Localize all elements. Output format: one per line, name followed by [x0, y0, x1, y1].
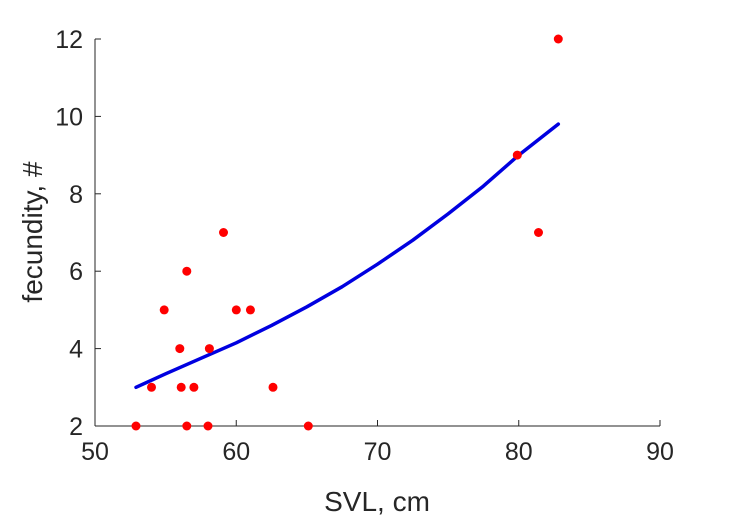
data-points-layer [131, 34, 563, 431]
x-tick-label: 50 [81, 438, 109, 466]
axes: 50 60 70 80 90 2 4 6 8 10 12 [55, 26, 674, 466]
y-tick-label: 6 [69, 258, 83, 286]
data-point [182, 266, 192, 276]
x-tick-label: 90 [646, 438, 674, 466]
x-tick-label: 80 [505, 438, 533, 466]
data-point [534, 228, 543, 237]
data-point [131, 421, 141, 431]
data-point [203, 421, 213, 431]
data-point [176, 382, 186, 392]
data-point [553, 34, 563, 44]
data-point [159, 305, 169, 315]
data-point [204, 344, 214, 354]
data-point [303, 421, 313, 431]
y-axis-label: fecundity, # [17, 161, 48, 303]
y-tick-label: 12 [55, 26, 83, 54]
data-point [219, 228, 228, 237]
fit-curve-layer [134, 122, 561, 390]
y-tick-label: 4 [69, 336, 83, 364]
y-tick-label: 8 [69, 181, 83, 209]
data-point [189, 382, 199, 392]
y-tick-label: 10 [55, 103, 83, 131]
data-point [231, 305, 241, 315]
y-tick-label: 2 [69, 413, 83, 441]
data-point [175, 344, 185, 354]
data-point [512, 150, 522, 160]
x-tick-label: 70 [364, 438, 392, 466]
x-tick-label: 60 [222, 438, 250, 466]
fit-curve [134, 122, 561, 390]
data-point [182, 421, 192, 431]
x-axis-label: SVL, cm [324, 486, 430, 517]
data-point [147, 382, 156, 392]
data-point [268, 382, 278, 392]
data-point [245, 305, 255, 315]
